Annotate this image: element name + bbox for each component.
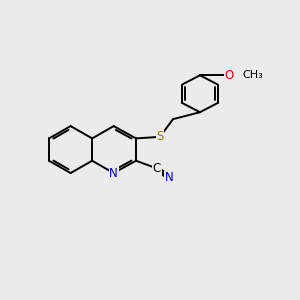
Text: C: C — [153, 162, 161, 175]
Text: CH₃: CH₃ — [242, 70, 263, 80]
Text: N: N — [165, 171, 173, 184]
Text: N: N — [109, 167, 118, 180]
Text: O: O — [225, 69, 234, 82]
Text: S: S — [156, 130, 164, 143]
